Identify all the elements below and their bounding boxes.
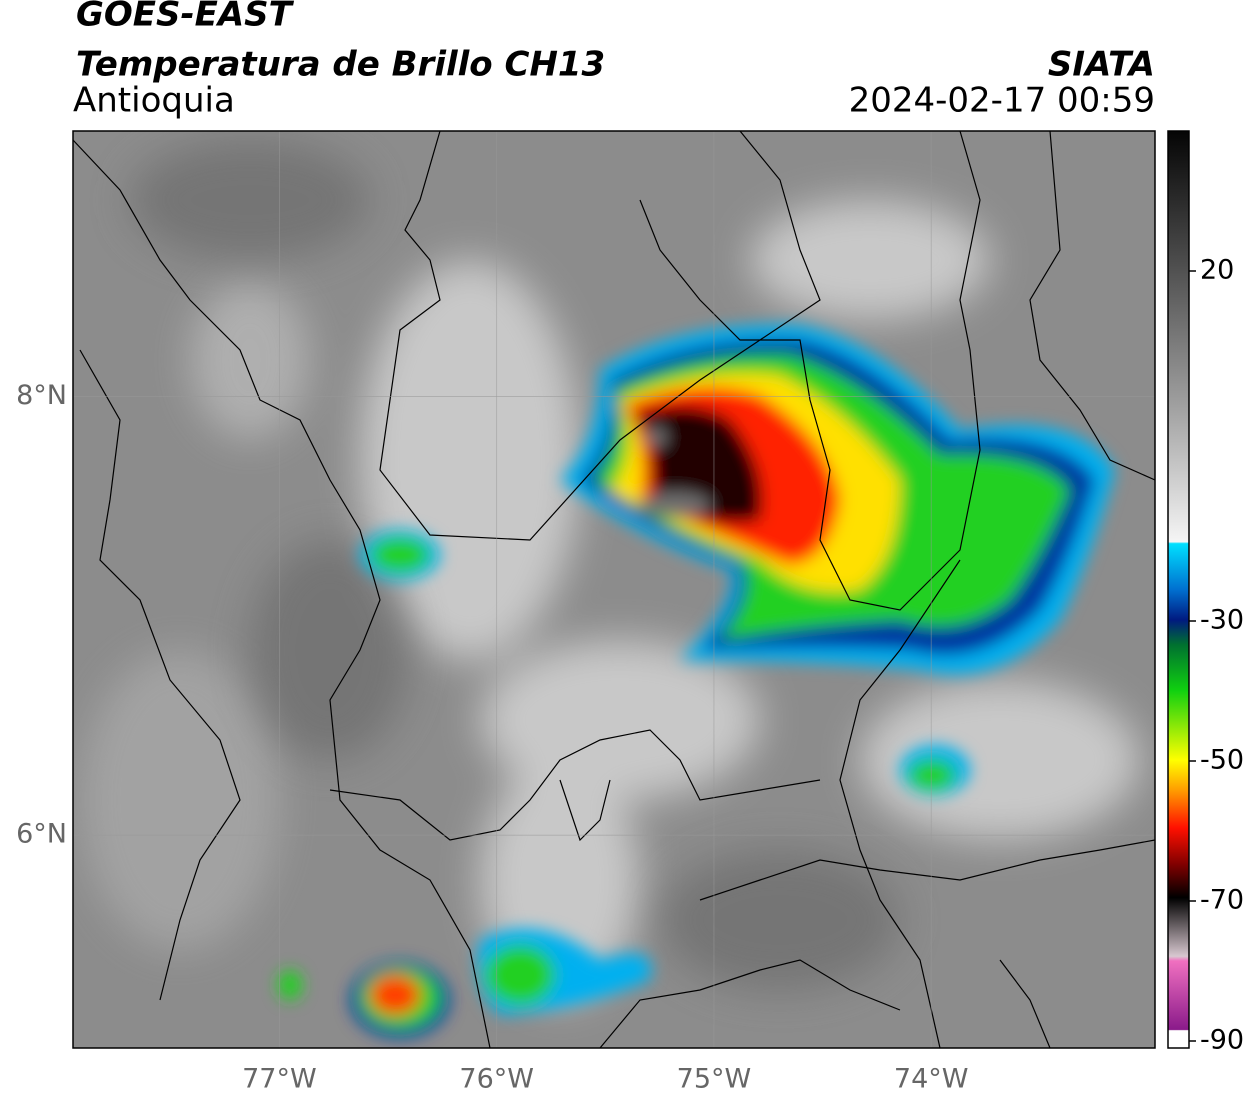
region: Antioquia: [73, 81, 235, 121]
subtitle: Temperatura de Brillo CH13: [76, 45, 605, 85]
map-frame: [72, 130, 1156, 1049]
colorbar-tick-label: 20: [1200, 255, 1234, 286]
colorbar-tick-label: -70: [1200, 885, 1244, 916]
satellite-image: [73, 131, 1155, 1048]
x-tick-label: 75°W: [677, 1064, 752, 1095]
y-tick-label: 6°N: [16, 819, 67, 850]
colorbar-tick-label: -30: [1200, 605, 1244, 636]
title: GOES-EAST: [76, 0, 295, 35]
source: SIATA: [1048, 45, 1155, 85]
x-tick-label: 74°W: [894, 1064, 969, 1095]
datetime: 2024-02-17 00:59: [849, 81, 1155, 121]
x-tick-label: 76°W: [459, 1064, 534, 1095]
y-tick-label: 8°N: [16, 380, 67, 411]
colorbar-tick-label: -90: [1200, 1025, 1244, 1056]
x-tick-label: 77°W: [242, 1064, 317, 1095]
colorbar-tick-label: -50: [1200, 745, 1244, 776]
colorbar: [1167, 130, 1190, 1049]
